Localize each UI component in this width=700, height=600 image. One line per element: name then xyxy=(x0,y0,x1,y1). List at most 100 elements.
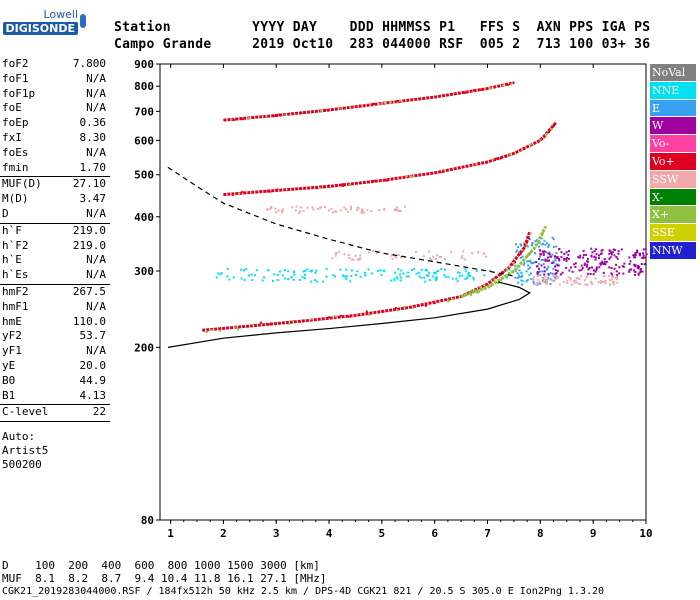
echo-point xyxy=(352,258,355,261)
echo-point xyxy=(628,256,631,259)
echo-point xyxy=(621,265,624,268)
echo-point xyxy=(590,281,593,284)
echo-point xyxy=(557,276,560,279)
echo-point xyxy=(595,266,598,269)
echo-point xyxy=(210,328,213,331)
echo-point xyxy=(397,253,400,256)
echo-point xyxy=(512,82,515,85)
echo-point xyxy=(250,273,253,276)
echo-point xyxy=(228,278,231,281)
echo-point xyxy=(502,84,505,87)
echo-point xyxy=(551,279,554,282)
echo-point xyxy=(303,277,306,280)
echo-point xyxy=(475,163,478,166)
echo-point xyxy=(284,113,287,116)
echo-point xyxy=(435,257,438,260)
echo-point xyxy=(398,209,401,212)
echo-point xyxy=(540,243,543,246)
echo-point xyxy=(299,206,302,209)
echo-point xyxy=(396,277,399,280)
echo-point xyxy=(539,270,542,273)
echo-point xyxy=(573,281,576,284)
echo-point xyxy=(528,238,531,241)
echo-point xyxy=(541,279,544,282)
param-label: yE xyxy=(2,358,16,372)
echo-point xyxy=(608,266,611,269)
echo-point xyxy=(591,282,594,285)
echo-point xyxy=(287,278,290,281)
echo-point xyxy=(529,260,532,263)
param-value: 4.13 xyxy=(79,388,107,402)
echo-point xyxy=(358,257,361,260)
echo-point xyxy=(632,254,635,257)
echo-point xyxy=(306,206,309,209)
echo-point xyxy=(383,207,386,210)
echo-point xyxy=(424,304,427,307)
echo-point xyxy=(545,281,548,284)
param-label: h`F2 xyxy=(2,238,29,252)
echo-point xyxy=(356,258,359,261)
echo-point xyxy=(634,270,637,273)
echo-point xyxy=(629,260,632,263)
echo-point xyxy=(293,273,296,276)
param-row: h`Es N/A xyxy=(0,268,110,283)
echo-point xyxy=(364,274,367,277)
echo-point xyxy=(316,207,319,210)
logo-lowell-text: Lowell xyxy=(43,8,78,21)
echo-point xyxy=(291,206,294,209)
echo-point xyxy=(586,283,589,286)
param-value: N/A xyxy=(86,344,106,358)
echo-point xyxy=(508,265,511,268)
echo-point xyxy=(566,256,569,259)
echo-point xyxy=(594,256,597,259)
echo-point xyxy=(575,276,578,279)
echo-point xyxy=(458,271,461,274)
param-value: 53.7 xyxy=(79,329,107,343)
echo-point xyxy=(539,282,542,285)
echo-point xyxy=(335,183,338,186)
y-tick-label: 300 xyxy=(134,265,154,278)
echo-point xyxy=(630,268,633,271)
echo-point xyxy=(366,209,369,212)
echo-point xyxy=(523,147,526,150)
echo-point xyxy=(341,183,344,186)
echo-point xyxy=(608,257,611,260)
echo-point xyxy=(365,310,368,313)
param-row: yF2 53.7 xyxy=(0,329,110,344)
echo-point xyxy=(335,210,338,213)
x-tick-label: 6 xyxy=(431,527,438,540)
echo-point xyxy=(586,274,589,277)
echo-point xyxy=(518,269,521,272)
echo-point xyxy=(398,99,401,102)
echo-point xyxy=(444,268,447,271)
autoscale-text: Artist5 xyxy=(2,444,49,458)
echo-point xyxy=(370,210,373,213)
echo-point xyxy=(400,269,403,272)
echo-point xyxy=(565,266,568,269)
echo-point xyxy=(643,263,646,266)
echo-point xyxy=(620,248,623,251)
echo-point xyxy=(523,242,526,245)
echo-point xyxy=(582,250,585,253)
echo-point xyxy=(565,258,568,261)
echo-point xyxy=(612,283,615,286)
echo-point xyxy=(544,134,547,137)
echo-point xyxy=(394,254,397,257)
echo-point xyxy=(516,249,519,252)
echo-point xyxy=(537,240,540,243)
echo-point xyxy=(573,263,576,266)
echo-point xyxy=(309,318,312,321)
echo-point xyxy=(601,248,604,251)
param-divider xyxy=(0,421,110,423)
echo-point xyxy=(278,113,281,116)
echo-point xyxy=(485,160,488,163)
echo-point xyxy=(328,209,331,212)
param-label: foF1 xyxy=(2,71,29,85)
echo-point xyxy=(587,268,590,271)
echo-point xyxy=(549,272,552,275)
echo-point xyxy=(488,87,491,90)
echo-point xyxy=(349,206,352,209)
echo-point xyxy=(608,278,611,281)
echo-point xyxy=(266,190,269,193)
param-row: h`F 219.0 xyxy=(0,224,110,239)
